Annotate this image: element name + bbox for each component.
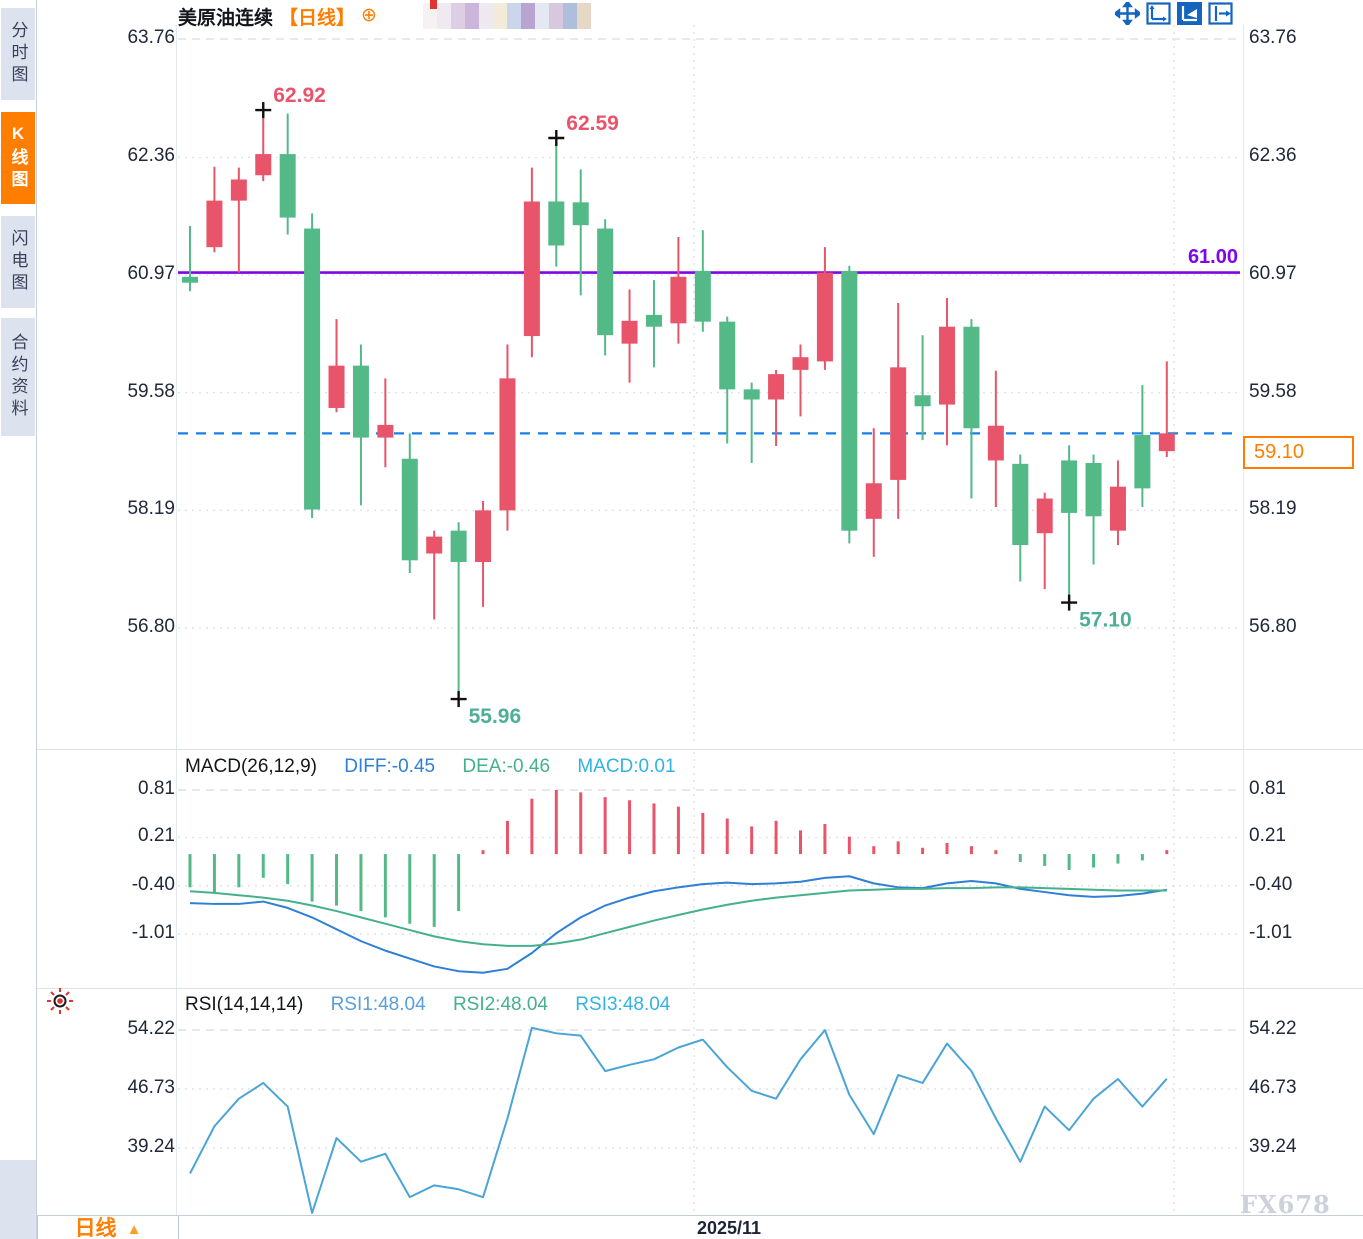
macd-name: MACD(26,12,9)	[185, 756, 317, 777]
rsi-panel[interactable]	[0, 990, 1363, 1215]
censored-block	[436, 3, 451, 29]
axis-tick-label: 54.22	[1249, 1018, 1297, 1039]
axis-fit-icon[interactable]	[1146, 2, 1171, 25]
axis-tick-label: -1.01	[131, 922, 175, 943]
censored-block	[562, 3, 577, 29]
svg-text:55.96: 55.96	[469, 705, 522, 728]
circle-plus-icon[interactable]: ⊕	[361, 5, 377, 26]
period-selector[interactable]: 日线 ▲	[37, 1216, 179, 1239]
axis-tick-label: 46.73	[1249, 1076, 1297, 1098]
axis-tick-label: 0.81	[1249, 778, 1286, 799]
axis-tick-label: 56.80	[1249, 615, 1297, 637]
macd-rsi-separator	[37, 988, 1363, 989]
sidebar-item-contract-info[interactable]: 合约资料	[1, 318, 35, 436]
triangle-up-icon: ▲	[126, 1221, 142, 1238]
period-selector-label: 日线	[74, 1217, 117, 1239]
svg-text:57.10: 57.10	[1079, 609, 1132, 632]
macd-dea-value: DEA:-0.46	[462, 756, 551, 777]
macd-diff-value: DIFF:-0.45	[344, 756, 436, 777]
bottom-axis-line	[37, 1215, 1363, 1216]
svg-text:62.92: 62.92	[273, 84, 326, 107]
sidebar-item-kline[interactable]: K线图	[1, 112, 35, 204]
censored-red-mark	[430, 0, 437, 9]
macd-header: MACD(26,12,9) DIFF:-0.45 DEA:-0.46 MACD:…	[185, 756, 698, 778]
axis-tick-label: 63.76	[127, 27, 175, 48]
axis-tick-label: 62.36	[127, 145, 175, 167]
censored-block	[506, 3, 521, 29]
axis-tick-label: 62.36	[1249, 145, 1297, 167]
axis-tick-label: 58.19	[127, 498, 175, 520]
censored-block	[576, 3, 591, 29]
rsi2-value: RSI2:48.04	[452, 994, 549, 1015]
axis-tick-label: 60.97	[1249, 263, 1297, 285]
censored-block	[520, 3, 535, 29]
censored-block	[548, 3, 563, 29]
svg-text:62.59: 62.59	[566, 112, 619, 135]
axis-tick-label: 56.80	[127, 615, 175, 637]
axis-tick-label: 63.76	[1249, 27, 1297, 48]
sidebar: 分时图 K线图 闪电图 合约资料	[0, 0, 37, 1239]
axis-tick-label: 0.21	[138, 825, 175, 847]
axis-tick-label: 60.97	[127, 263, 175, 285]
period-tag: 【日线】	[279, 7, 356, 29]
candle-macd-separator	[37, 749, 1363, 750]
x-axis-date-label: 2025/11	[697, 1218, 762, 1238]
watermark: FX678	[1240, 1190, 1331, 1219]
axis-tick-label: -0.40	[1249, 873, 1293, 895]
axis-tick-label: -0.40	[131, 873, 175, 895]
rsi-name: RSI(14,14,14)	[185, 994, 304, 1015]
axis-tick-label: 39.24	[1249, 1135, 1297, 1157]
macd-panel[interactable]	[0, 752, 1363, 990]
candlestick-panel[interactable]: 62.92 62.59 55.96 57.10	[0, 0, 1363, 752]
censored-block	[492, 3, 507, 29]
axis-tick-label: 0.21	[1249, 825, 1286, 847]
horizontal-line-price-label: 61.00	[1187, 246, 1238, 268]
censored-block	[534, 3, 549, 29]
axis-tick-label: 0.81	[138, 778, 175, 799]
censored-block	[450, 3, 465, 29]
rsi-header: RSI(14,14,14) RSI1:48.04 RSI2:48.04 RSI3…	[185, 994, 692, 1016]
axis-tick-label: 54.22	[127, 1018, 175, 1039]
annotate-tool-icon[interactable]	[1177, 2, 1202, 25]
chart-toolbar	[1115, 2, 1233, 25]
crosshair-pan-icon[interactable]	[1115, 2, 1140, 25]
axis-tick-label: 58.19	[1249, 498, 1297, 520]
sidebar-bottom-filler	[0, 1160, 36, 1239]
axis-tick-label: 39.24	[127, 1135, 175, 1157]
plot-left-border	[176, 25, 177, 1215]
macd-value: MACD:0.01	[577, 756, 676, 777]
sun-icon[interactable]	[47, 988, 73, 1019]
axis-tick-label: 59.58	[1249, 380, 1297, 402]
axis-tick-label: -1.01	[1249, 922, 1293, 943]
sidebar-item-timeshare[interactable]: 分时图	[1, 8, 35, 100]
plot-right-border	[1243, 25, 1244, 1215]
censored-block	[478, 3, 493, 29]
axis-tick-label: 59.58	[127, 380, 175, 402]
censored-block	[422, 3, 437, 29]
axis-tick-label: 46.73	[127, 1076, 175, 1098]
sidebar-item-lightning[interactable]: 闪电图	[1, 216, 35, 308]
censored-block	[464, 3, 479, 29]
scroll-right-icon[interactable]	[1208, 2, 1233, 25]
instrument-title: 美原油连续	[178, 7, 274, 29]
censored-region	[422, 3, 591, 29]
current-price-tag: 59.10	[1243, 436, 1354, 469]
rsi1-value: RSI1:48.04	[330, 994, 426, 1015]
rsi3-value: RSI3:48.04	[575, 994, 671, 1015]
chart-title-bar: 美原油连续 【日线】 ⊕	[178, 3, 591, 29]
